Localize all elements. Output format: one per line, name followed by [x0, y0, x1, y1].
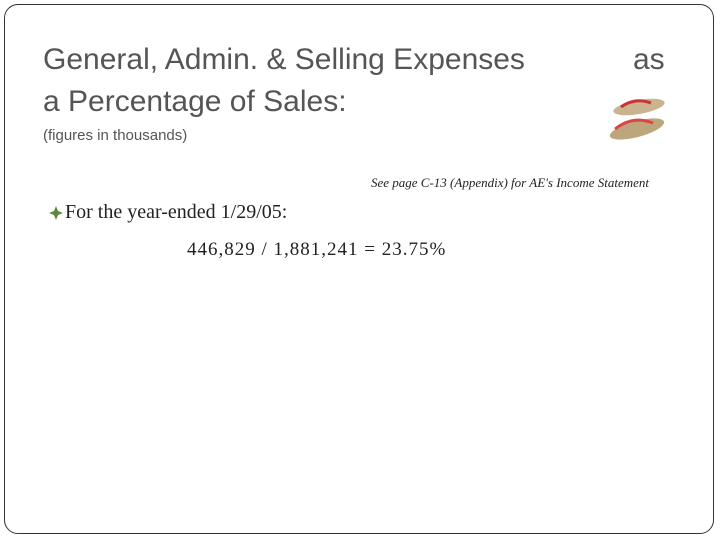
bullet-icon	[49, 206, 63, 220]
title-line: General, Admin. & Selling Expenses	[43, 43, 525, 76]
formula: 446,829 / 1,881,241 = 23.75%	[187, 239, 447, 260]
title-word: as	[633, 43, 665, 76]
title-line: a Percentage of Sales:	[43, 85, 347, 118]
sandals-icon	[609, 98, 665, 140]
subtitle: (figures in thousands)	[43, 127, 188, 144]
note: See page C-13 (Appendix) for AE's Income…	[371, 175, 649, 190]
slide: General, Admin. & Selling Expenses as a …	[4, 4, 714, 534]
bullet-text: For the year-ended 1/29/05:	[65, 201, 288, 223]
